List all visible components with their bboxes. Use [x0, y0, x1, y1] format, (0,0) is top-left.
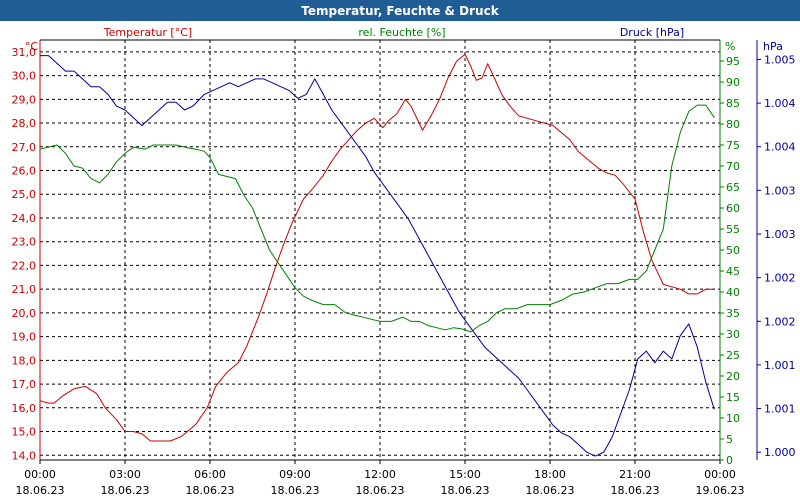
x-tick-time-label: 18:00 [534, 468, 566, 481]
x-tick-time-label: 12:00 [364, 468, 396, 481]
temperature-tick-label: 30,0 [12, 70, 37, 83]
humidity-tick-label: 35 [726, 307, 740, 320]
pressure-series-line [40, 55, 715, 457]
humidity-tick-label: 25 [726, 349, 740, 362]
pressure-tick-label: 1.004 [764, 97, 796, 110]
humidity-tick-label: 55 [726, 223, 740, 236]
temperature-series-label: Temperatur [°C] [103, 26, 192, 39]
humidity-tick-label: 95 [726, 55, 740, 68]
humidity-series-label: rel. Feuchte [%] [358, 26, 445, 39]
humidity-tick-label: 40 [726, 286, 740, 299]
temperature-series-line [39, 53, 715, 442]
series-group [39, 53, 715, 457]
temperature-unit-label: °C [25, 40, 39, 53]
pressure-tick-label: 1.003 [764, 184, 796, 197]
pressure-unit-label: hPa [763, 40, 783, 53]
humidity-unit-label: % [725, 40, 735, 53]
temperature-tick-label: 24,0 [12, 212, 37, 225]
x-tick-date-label: 18.06.23 [16, 484, 65, 497]
pressure-tick-label: 1.000 [764, 446, 796, 459]
humidity-tick-label: 0 [726, 454, 733, 467]
pressure-tick-label: 1.005 [764, 53, 796, 66]
pressure-series-label: Druck [hPa] [620, 26, 684, 39]
x-tick-date-label: 18.06.23 [101, 484, 150, 497]
temperature-tick-label: 21,0 [12, 283, 37, 296]
temperature-tick-label: 17,0 [12, 378, 37, 391]
x-tick-date-label: 18.06.23 [186, 484, 235, 497]
humidity-tick-label: 65 [726, 181, 740, 194]
pressure-tick-label: 1.004 [764, 141, 796, 154]
temperature-tick-label: 23,0 [12, 236, 37, 249]
chart-title: Temperatur, Feuchte & Druck [301, 3, 499, 18]
temperature-tick-label: 25,0 [12, 188, 37, 201]
temperature-tick-label: 14,0 [12, 449, 37, 462]
humidity-tick-label: 90 [726, 76, 740, 89]
temperature-tick-label: 31,0 [12, 46, 37, 59]
humidity-tick-label: 80 [726, 118, 740, 131]
humidity-tick-label: 85 [726, 97, 740, 110]
humidity-tick-label: 15 [726, 391, 740, 404]
pressure-tick-label: 1.002 [764, 315, 796, 328]
axis-lines [39, 39, 761, 464]
temperature-tick-label: 20,0 [12, 307, 37, 320]
temperature-tick-label: 26,0 [12, 165, 37, 178]
chart-title-bar: Temperatur, Feuchte & Druck [0, 0, 800, 21]
humidity-tick-label: 5 [726, 433, 733, 446]
x-tick-time-label: 15:00 [449, 468, 481, 481]
x-tick-date-label: 18.06.23 [271, 484, 320, 497]
x-tick-date-label: 19.06.23 [696, 484, 745, 497]
x-tick-time-label: 09:00 [279, 468, 311, 481]
x-tick-date-label: 18.06.23 [611, 484, 660, 497]
temperature-tick-label: 28,0 [12, 117, 37, 130]
humidity-tick-label: 45 [726, 265, 740, 278]
x-tick-date-label: 18.06.23 [526, 484, 575, 497]
chart-svg: 31,0 30,0 29,0 28,0 27,0 26,0 25,0 24,0 23,0 22,0… [12, 26, 796, 497]
humidity-series-line [39, 104, 715, 333]
pressure-tick-label: 1.001 [764, 403, 796, 416]
humidity-tick-label: 60 [726, 202, 740, 215]
humidity-tick-label: 75 [726, 139, 740, 152]
gridlines [40, 40, 720, 460]
pressure-tick-label: 1.002 [764, 272, 796, 285]
temperature-tick-label: 15,0 [12, 426, 37, 439]
x-tick-time-label: 21:00 [619, 468, 651, 481]
x-tick-time-label: 00:00 [24, 468, 56, 481]
temperature-tick-label: 27,0 [12, 141, 37, 154]
temperature-tick-label: 22,0 [12, 259, 37, 272]
humidity-tick-label: 70 [726, 160, 740, 173]
x-tick-time-label: 03:00 [109, 468, 141, 481]
humidity-tick-label: 10 [726, 412, 740, 425]
x-tick-time-label: 06:00 [194, 468, 226, 481]
humidity-tick-label: 30 [726, 328, 740, 341]
temperature-tick-label: 16,0 [12, 402, 37, 415]
temperature-tick-label: 18,0 [12, 354, 37, 367]
humidity-tick-label: 20 [726, 370, 740, 383]
tick-labels: 31,0 30,0 29,0 28,0 27,0 26,0 25,0 24,0 23,0 22,0… [12, 26, 796, 497]
x-tick-time-label: 00:00 [704, 468, 736, 481]
pressure-tick-label: 1.003 [764, 228, 796, 241]
x-tick-date-label: 18.06.23 [356, 484, 405, 497]
pressure-tick-label: 1.001 [764, 359, 796, 372]
temperature-tick-label: 19,0 [12, 331, 37, 344]
temperature-tick-label: 29,0 [12, 93, 37, 106]
humidity-tick-label: 50 [726, 244, 740, 257]
x-tick-date-label: 18.06.23 [441, 484, 490, 497]
